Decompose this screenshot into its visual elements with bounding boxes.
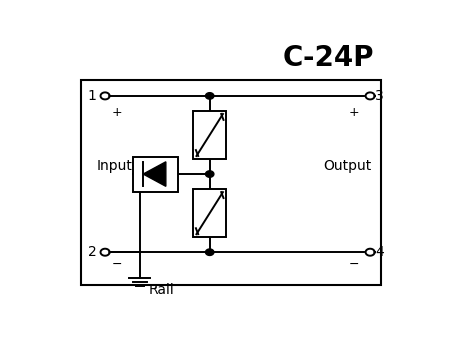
- Bar: [81, 80, 381, 285]
- Text: 2: 2: [88, 245, 96, 259]
- Text: −: −: [112, 258, 122, 271]
- Polygon shape: [365, 92, 375, 99]
- Bar: [193, 189, 226, 237]
- Text: 4: 4: [375, 245, 384, 259]
- Bar: [193, 111, 226, 159]
- Text: Rail: Rail: [148, 283, 175, 297]
- Bar: [133, 156, 178, 191]
- Polygon shape: [206, 171, 214, 177]
- Text: 1: 1: [87, 89, 96, 103]
- Text: +: +: [349, 106, 360, 119]
- Text: Output: Output: [324, 159, 372, 173]
- Text: +: +: [112, 106, 122, 119]
- Text: 3: 3: [375, 89, 384, 103]
- Polygon shape: [206, 249, 214, 256]
- Polygon shape: [206, 93, 214, 99]
- Polygon shape: [365, 249, 375, 256]
- Polygon shape: [100, 249, 110, 256]
- Text: Input: Input: [96, 159, 132, 173]
- Text: C-24P: C-24P: [283, 44, 374, 72]
- Polygon shape: [100, 92, 110, 99]
- Text: −: −: [349, 258, 360, 271]
- Polygon shape: [143, 162, 166, 186]
